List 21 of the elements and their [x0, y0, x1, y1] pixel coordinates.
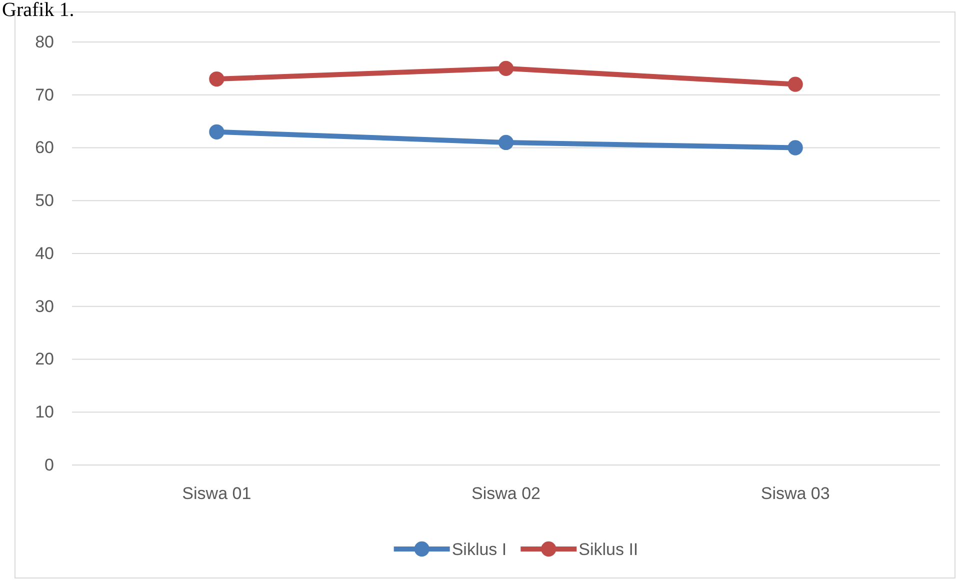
point — [788, 140, 803, 156]
y-tick-label: 50 — [35, 191, 54, 210]
point — [788, 76, 803, 92]
y-tick-label: 40 — [35, 244, 54, 263]
y-tick-label: 80 — [35, 32, 54, 52]
point — [209, 124, 224, 140]
point — [498, 60, 514, 76]
y-tick-label: 60 — [35, 138, 54, 158]
y-tick-label: 0 — [44, 455, 54, 474]
y-tick-label: 10 — [35, 402, 54, 422]
y-tick-label: 30 — [35, 296, 54, 316]
y-tick-label: 70 — [35, 85, 54, 104]
point — [209, 71, 224, 87]
x-tick-label: Siswa 03 — [760, 484, 830, 504]
point — [498, 134, 514, 150]
y-tick-label: 20 — [35, 350, 54, 369]
x-tick-label: Siswa 02 — [472, 484, 540, 504]
chart-title: Grafik 1. — [2, 0, 74, 21]
legend-label: Siklus II — [578, 540, 638, 559]
legend-label: Siklus I — [452, 540, 507, 559]
x-tick-label: Siswa 01 — [182, 484, 252, 504]
